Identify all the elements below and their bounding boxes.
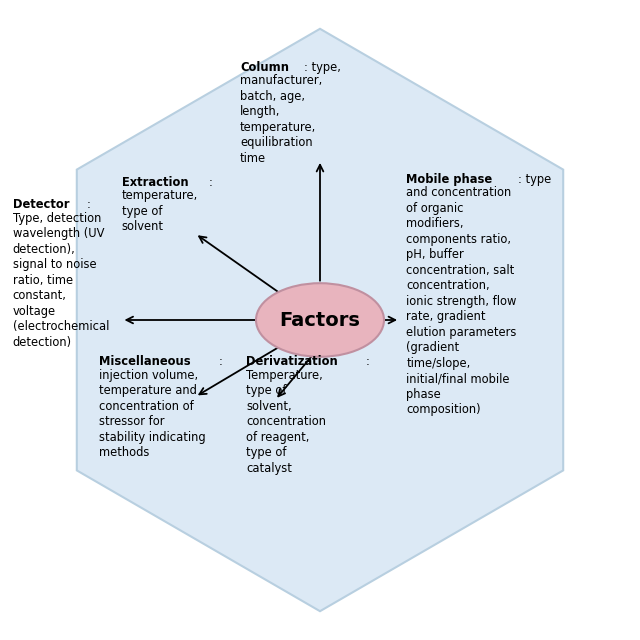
Text: : type: : type: [518, 173, 552, 186]
Text: temperature,
type of
solvent: temperature, type of solvent: [122, 189, 198, 234]
Text: Type, detection
wavelength (UV
detection),
signal to noise
ratio, time
constant,: Type, detection wavelength (UV detection…: [13, 212, 109, 349]
Text: injection volume,
temperature and
concentration of
stressor for
stability indica: injection volume, temperature and concen…: [99, 369, 206, 459]
Text: Detector: Detector: [13, 198, 69, 211]
Text: Miscellaneous: Miscellaneous: [99, 355, 191, 368]
Text: :: :: [86, 198, 90, 211]
Ellipse shape: [256, 283, 384, 357]
Text: :: :: [365, 355, 369, 368]
Text: Temperature,
type of
solvent,
concentration
of reagent,
type of
catalyst: Temperature, type of solvent, concentrat…: [246, 369, 326, 475]
Text: :: :: [218, 355, 222, 368]
Text: manufacturer,
batch, age,
length,
temperature,
equilibration
time: manufacturer, batch, age, length, temper…: [240, 74, 323, 164]
Text: Extraction: Extraction: [122, 176, 188, 189]
Text: :: :: [208, 176, 212, 189]
Text: Factors: Factors: [280, 310, 360, 330]
Text: : type,: : type,: [303, 61, 340, 74]
Text: Derivatization: Derivatization: [246, 355, 338, 368]
Polygon shape: [77, 29, 563, 611]
Text: Column: Column: [240, 61, 289, 74]
Text: Mobile phase: Mobile phase: [406, 173, 493, 186]
Text: and concentration
of organic
modifiers,
components ratio,
pH, buffer
concentrati: and concentration of organic modifiers, …: [406, 186, 516, 416]
